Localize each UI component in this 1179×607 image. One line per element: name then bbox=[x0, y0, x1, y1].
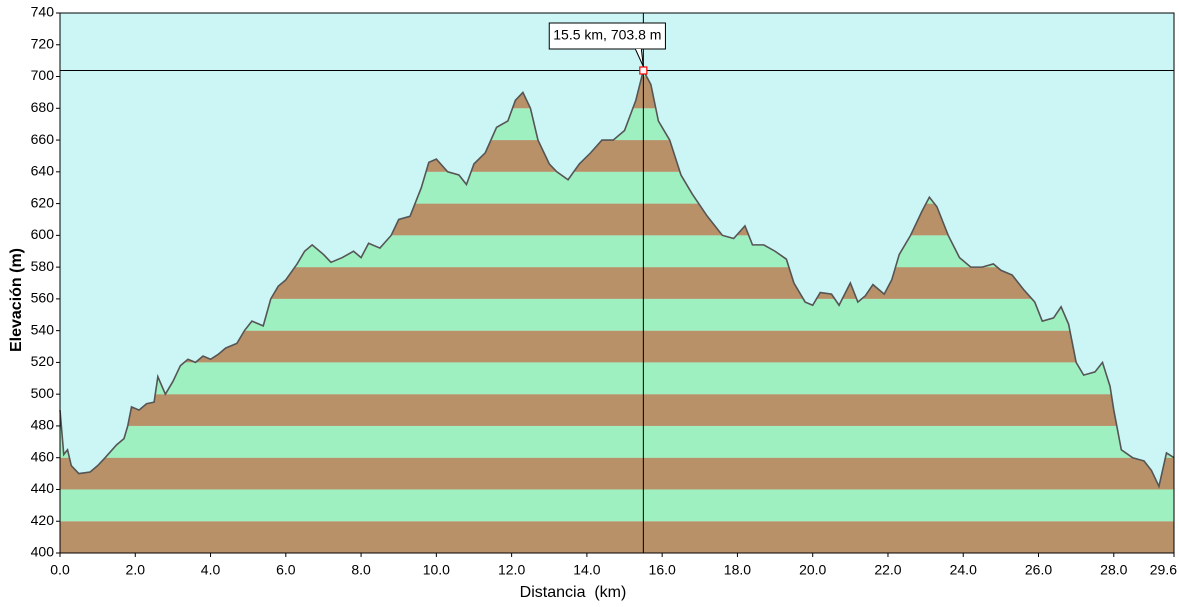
x-tick-label: 22.0 bbox=[874, 562, 901, 578]
elevation-line bbox=[59, 68, 1175, 489]
elevation-band bbox=[60, 362, 1174, 395]
y-tick-label: 580 bbox=[31, 258, 55, 274]
y-tick-label: 400 bbox=[31, 544, 55, 560]
y-tick-label: 540 bbox=[31, 321, 55, 337]
elevation-band bbox=[60, 425, 1174, 458]
y-tick-label: 420 bbox=[31, 512, 55, 528]
elevation-band bbox=[60, 521, 1174, 553]
elevation-band bbox=[60, 394, 1174, 426]
y-tick-label: 660 bbox=[31, 131, 55, 147]
x-axis-title: Distancia (km) bbox=[520, 584, 627, 601]
y-tick-label: 500 bbox=[31, 385, 55, 401]
y-tick-label: 620 bbox=[31, 194, 55, 210]
y-tick-label: 520 bbox=[31, 353, 55, 369]
y-axis-title: Elevación (m) bbox=[8, 248, 25, 352]
x-tick-label: 12.0 bbox=[498, 562, 525, 578]
annotation-pointer bbox=[634, 48, 644, 67]
x-tick-label: 20.0 bbox=[799, 562, 826, 578]
x-tick-label: 2.0 bbox=[126, 562, 146, 578]
y-tick-label: 560 bbox=[31, 290, 55, 306]
x-tick-label: 18.0 bbox=[724, 562, 751, 578]
elevation-band bbox=[60, 457, 1174, 490]
elevation-band bbox=[60, 330, 1174, 363]
x-tick-label: 8.0 bbox=[351, 562, 371, 578]
y-tick-label: 480 bbox=[31, 417, 55, 433]
x-tick-label: 24.0 bbox=[950, 562, 977, 578]
x-tick-label: 26.0 bbox=[1025, 562, 1052, 578]
annotation-label: 15.5 km, 703.8 m bbox=[553, 27, 661, 43]
annotation-box bbox=[548, 22, 666, 50]
x-tick-label: 29.6 bbox=[1150, 562, 1177, 578]
y-tick-label: 740 bbox=[31, 4, 55, 20]
elevation-band bbox=[60, 489, 1174, 522]
x-tick-label: 0.0 bbox=[50, 562, 70, 578]
y-tick-label: 680 bbox=[31, 99, 55, 115]
y-tick-label: 460 bbox=[31, 448, 55, 464]
y-tick-label: 600 bbox=[31, 226, 55, 242]
x-tick-label: 4.0 bbox=[201, 562, 221, 578]
y-tick-label: 700 bbox=[31, 67, 55, 83]
annotation-marker bbox=[639, 66, 648, 75]
x-tick-label: 14.0 bbox=[573, 562, 600, 578]
plot-frame bbox=[59, 12, 1175, 554]
y-tick-label: 640 bbox=[31, 163, 55, 179]
x-tick-label: 16.0 bbox=[649, 562, 676, 578]
y-tick-label: 720 bbox=[31, 35, 55, 51]
x-tick-label: 6.0 bbox=[276, 562, 296, 578]
x-tick-label: 28.0 bbox=[1100, 562, 1127, 578]
x-tick-label: 10.0 bbox=[423, 562, 450, 578]
y-tick-label: 440 bbox=[31, 480, 55, 496]
